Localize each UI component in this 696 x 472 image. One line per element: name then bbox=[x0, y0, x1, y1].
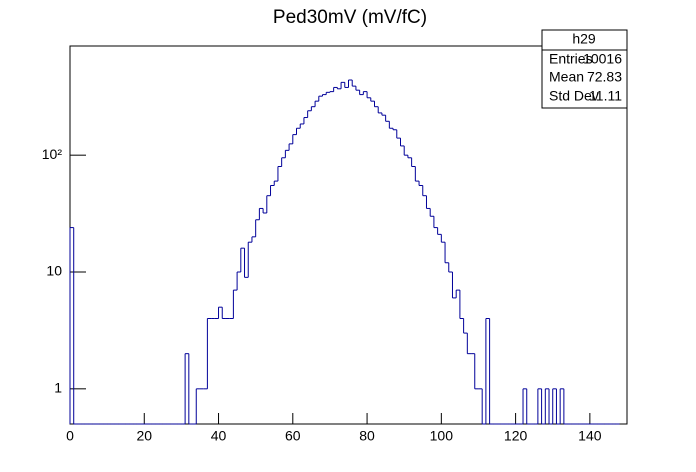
x-tick-label: 100 bbox=[430, 428, 454, 444]
stats-box: h29 Entries 10016 Mean 72.83 Std Dev 11.… bbox=[541, 29, 628, 109]
stats-title: h29 bbox=[572, 31, 596, 47]
x-tick-label: 140 bbox=[578, 428, 602, 444]
x-tick-label: 80 bbox=[359, 428, 375, 444]
x-tick-label: 20 bbox=[136, 428, 152, 444]
y-tick-label: 10 bbox=[46, 263, 62, 279]
x-tick-label: 120 bbox=[504, 428, 528, 444]
stats-value: 72.83 bbox=[587, 69, 622, 85]
chart-title: Ped30mV (mV/fC) bbox=[273, 7, 427, 28]
stats-label: Std Dev bbox=[549, 88, 599, 104]
x-tick-label: 60 bbox=[285, 428, 301, 444]
x-tick-label: 0 bbox=[66, 428, 74, 444]
y-tick-label: 1 bbox=[54, 380, 62, 396]
stats-label: Entries bbox=[549, 51, 593, 67]
stats-label: Mean bbox=[549, 69, 584, 85]
stats-frame bbox=[541, 29, 628, 109]
stats-value: 11.11 bbox=[589, 88, 622, 104]
y-tick-label: 10² bbox=[42, 146, 63, 162]
stats-value: 10016 bbox=[583, 51, 622, 67]
x-tick-label: 40 bbox=[211, 428, 227, 444]
